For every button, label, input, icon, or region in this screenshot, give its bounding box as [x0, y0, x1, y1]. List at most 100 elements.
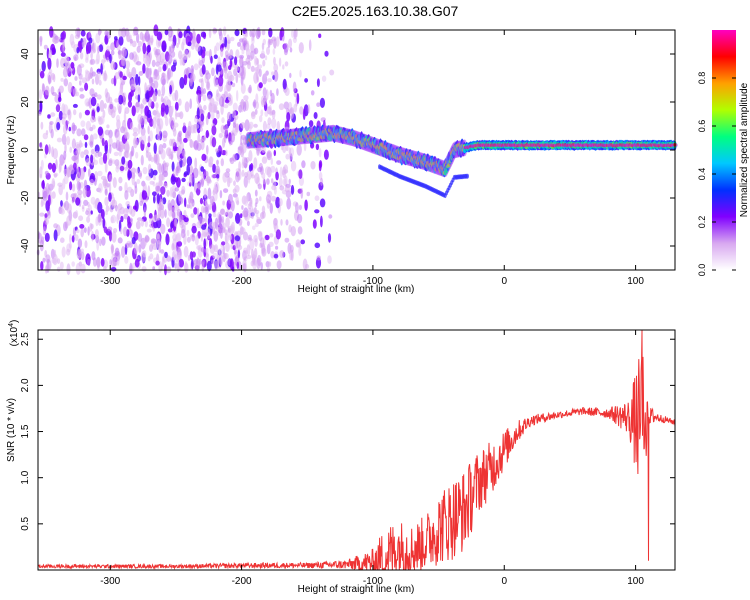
noise-speck — [39, 100, 43, 112]
noise-speck — [79, 168, 85, 180]
noise-speck — [83, 134, 89, 141]
noise-speck — [215, 92, 221, 102]
noise-speck — [206, 144, 209, 155]
noise-speck — [63, 78, 69, 87]
noise-speck — [152, 191, 157, 196]
y-tick-label: 2.0 — [20, 378, 31, 392]
noise-speck — [131, 105, 136, 117]
noise-speck — [78, 41, 83, 53]
noise-speck — [130, 83, 136, 90]
noise-speck — [74, 234, 79, 242]
noise-speck — [98, 79, 102, 86]
noise-speck — [227, 193, 233, 205]
noise-speck — [262, 120, 267, 132]
noise-speck — [235, 49, 240, 59]
noise-speck — [215, 165, 221, 178]
noise-speck — [226, 208, 229, 217]
noise-speck — [97, 201, 103, 214]
noise-speck — [166, 217, 171, 228]
noise-speck — [90, 51, 93, 60]
noise-speck — [161, 163, 165, 175]
noise-speck — [147, 185, 151, 197]
noise-speck — [104, 129, 111, 136]
noise-speck — [51, 146, 55, 158]
noise-speck — [247, 54, 251, 60]
noise-speck — [129, 262, 133, 275]
noise-speck — [149, 244, 153, 252]
noise-speck — [44, 170, 49, 176]
noise-speck — [195, 260, 201, 272]
noise-speck — [267, 78, 272, 83]
noise-speck — [149, 217, 154, 225]
noise-speck — [183, 217, 189, 223]
noise-speck — [237, 41, 242, 47]
snr-y-ticks: 0.5 1.0 1.5 2.0 2.5 — [20, 332, 675, 531]
noise-speck — [86, 216, 91, 223]
noise-speck — [50, 112, 56, 117]
noise-speck — [289, 244, 294, 253]
noise-speck — [110, 50, 115, 56]
noise-speck — [260, 109, 264, 117]
noise-speck — [213, 54, 218, 59]
noise-speck — [189, 197, 193, 209]
noise-speck — [86, 45, 89, 55]
noise-speck — [48, 69, 53, 74]
noise-speck — [110, 259, 117, 268]
noise-speck — [226, 39, 230, 51]
noise-speck — [250, 111, 256, 120]
noise-speck — [104, 144, 108, 155]
noise-speck — [53, 223, 58, 229]
noise-speck — [66, 215, 72, 226]
noise-speck — [49, 121, 54, 125]
noise-speck — [241, 156, 246, 167]
noise-speck — [222, 200, 226, 206]
noise-speck — [266, 150, 273, 161]
noise-speck — [196, 93, 201, 105]
noise-speck — [136, 85, 141, 91]
noise-speck — [65, 120, 70, 125]
noise-speck — [236, 241, 239, 248]
noise-speck — [254, 189, 258, 197]
noise-speck — [160, 102, 166, 113]
noise-speck — [60, 200, 63, 207]
noise-speck — [225, 168, 231, 173]
noise-speck — [108, 182, 112, 193]
noise-speck — [136, 45, 141, 53]
noise-speck — [127, 100, 132, 108]
noise-speck — [249, 238, 255, 251]
noise-speck — [169, 84, 173, 95]
noise-speck — [213, 104, 218, 114]
noise-speck — [94, 144, 100, 154]
noise-speck — [289, 72, 292, 79]
noise-speck — [198, 58, 201, 69]
noise-speck — [108, 96, 113, 104]
noise-speck — [264, 55, 268, 61]
noise-speck — [160, 97, 164, 103]
noise-speck — [219, 190, 223, 199]
noise-speck — [147, 125, 150, 135]
noise-speck — [131, 174, 136, 186]
noise-speck — [110, 61, 116, 70]
noise-speck — [229, 59, 233, 68]
x-tick-label: -200 — [232, 276, 252, 287]
noise-speck — [197, 133, 201, 143]
noise-speck — [282, 64, 285, 70]
noise-speck — [261, 99, 266, 106]
noise-speck — [295, 28, 298, 38]
noise-speck — [207, 112, 211, 120]
noise-speck — [48, 194, 51, 207]
noise-speck — [273, 253, 279, 259]
noise-speck — [224, 84, 229, 96]
noise-speck — [264, 166, 271, 176]
noise-speck — [234, 235, 241, 242]
noise-speck — [89, 141, 94, 148]
noise-speck — [216, 159, 219, 166]
noise-speck — [170, 117, 175, 129]
noise-speck — [66, 263, 71, 276]
noise-speck — [43, 44, 48, 50]
noise-speck — [261, 156, 268, 164]
noise-speck — [41, 236, 45, 245]
noise-speck — [80, 228, 84, 238]
noise-speck — [71, 235, 75, 243]
